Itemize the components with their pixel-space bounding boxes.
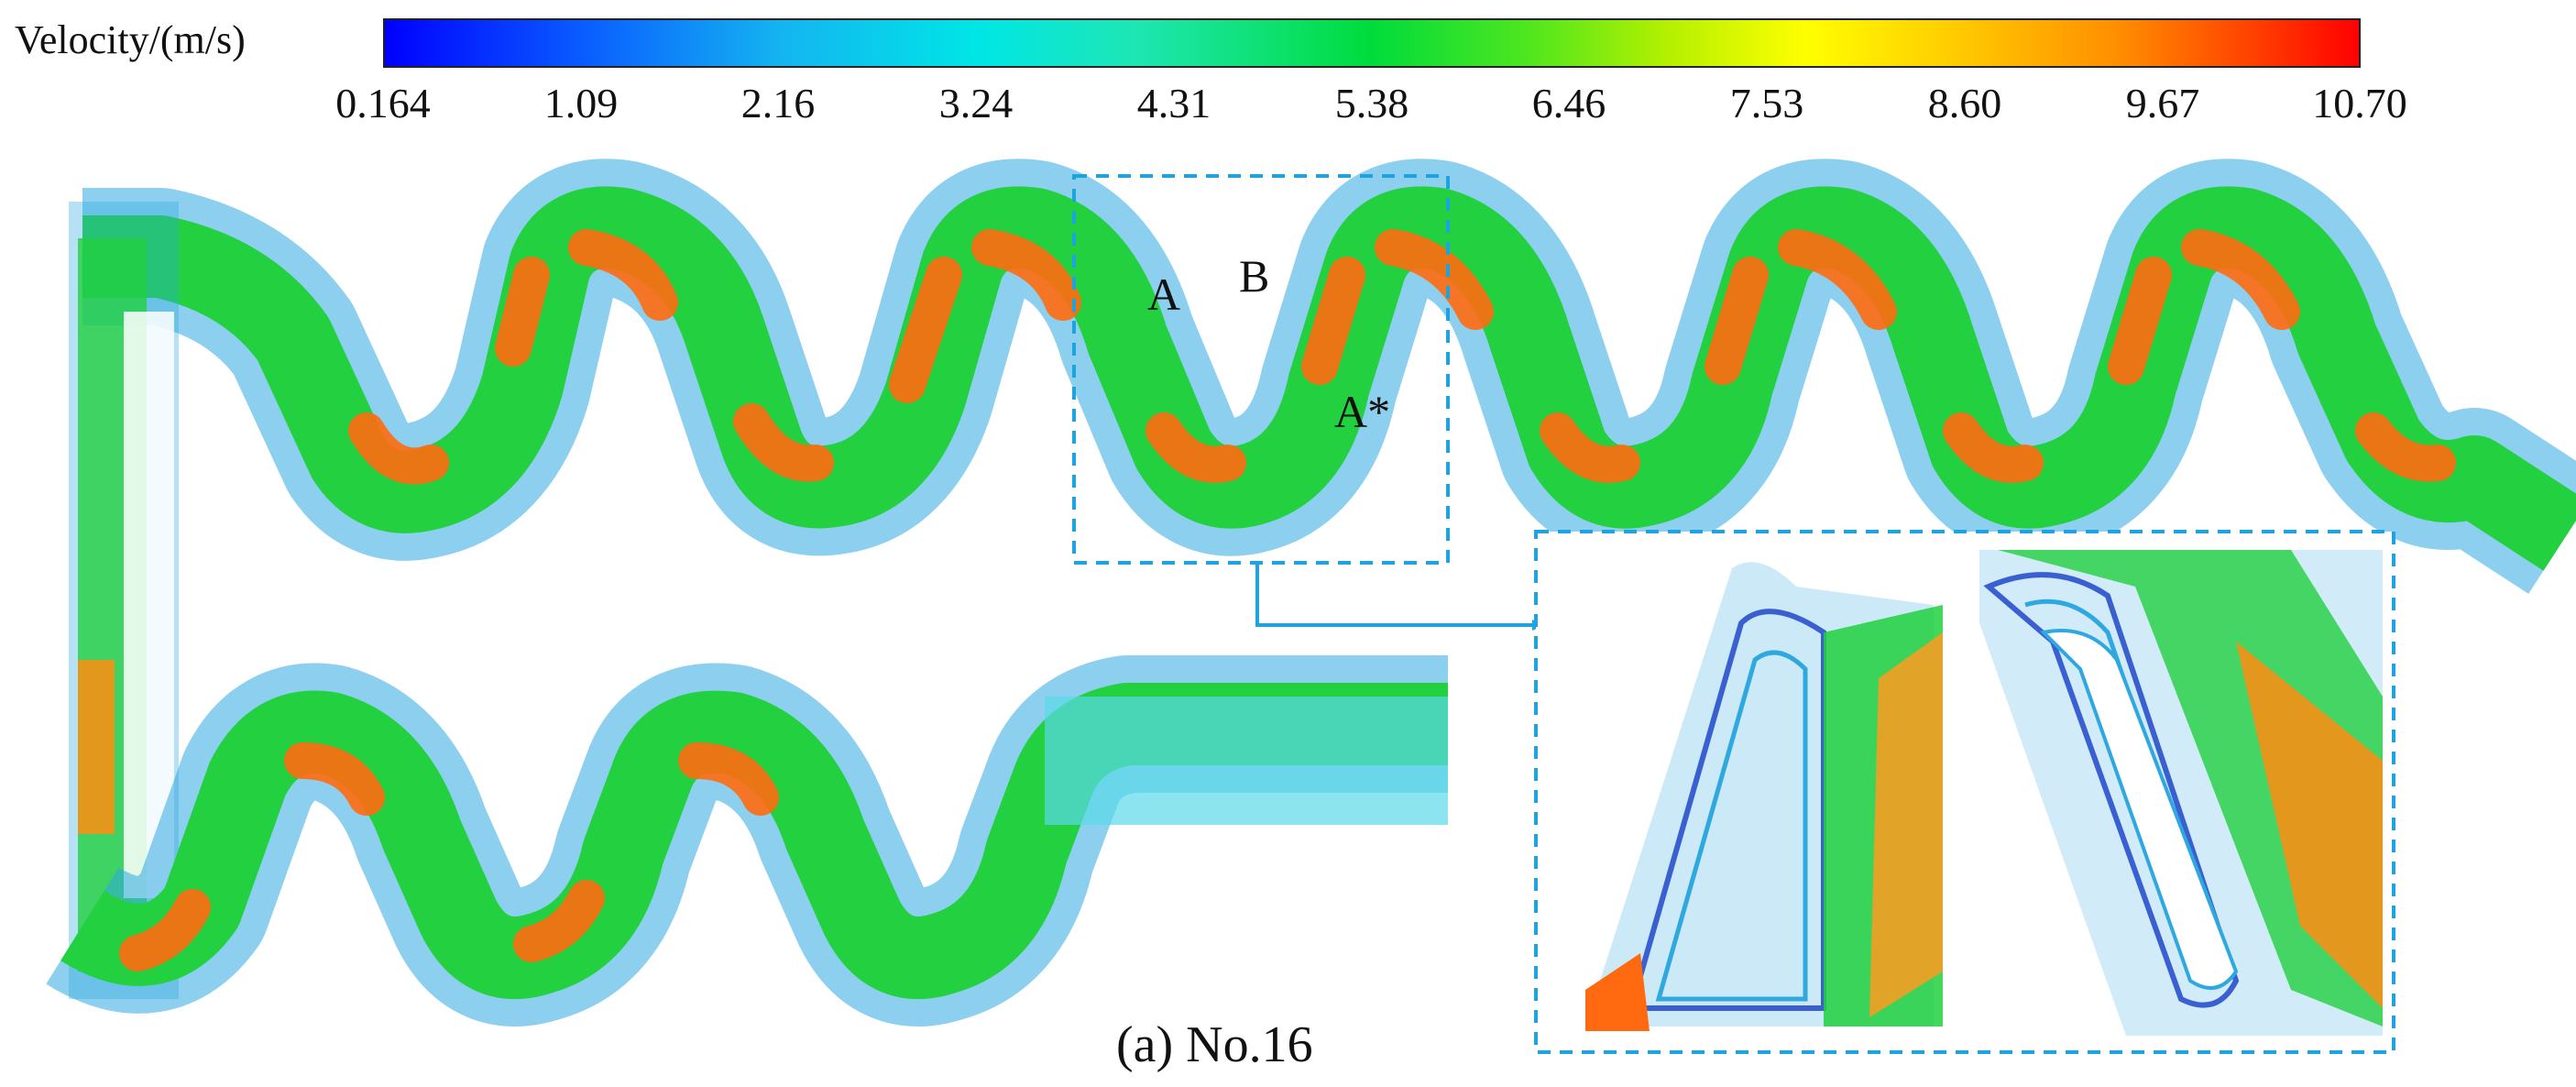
- inset-left-recirculation-zone: [1585, 562, 1943, 1031]
- lower-channel-core-flow: [60, 683, 1448, 999]
- point-label-b: B: [1239, 250, 1270, 302]
- legend-tick: 9.67: [2125, 80, 2200, 126]
- inset-right-recirculation-zone: [1979, 550, 2383, 1036]
- figure-caption: (a) No.16: [1116, 1016, 1313, 1073]
- inset-connector-line: [1255, 563, 1532, 627]
- point-label-a-star: A*: [1334, 386, 1391, 437]
- upper-channel-high-velocity-streak: [348, 229, 2456, 485]
- point-label-a: A: [1147, 269, 1181, 320]
- velocity-colorbar: [383, 18, 2361, 68]
- legend-tick: 2.16: [740, 80, 816, 126]
- legend-tick: 4.31: [1136, 80, 1211, 126]
- legend-tick: 10.70: [2312, 80, 2407, 126]
- legend-tick: 6.46: [1531, 80, 1606, 126]
- zoom-selection-box: [1072, 174, 1450, 565]
- legend-title: Velocity/(m/s): [15, 17, 246, 62]
- left-connector-inner-slow-region: [124, 312, 174, 898]
- legend-tick: 7.53: [1729, 80, 1804, 126]
- left-connector-high-velocity: [78, 660, 115, 834]
- legend-tick: 1.09: [543, 80, 619, 126]
- legend-tick: 3.24: [938, 80, 1014, 126]
- outlet-straight-section: [1045, 697, 1448, 825]
- legend-tick: 8.60: [1927, 80, 2002, 126]
- legend-tick: 5.38: [1334, 80, 1409, 126]
- lower-channel-high-velocity-streak: [119, 742, 779, 972]
- legend-tick: 0.164: [335, 80, 431, 126]
